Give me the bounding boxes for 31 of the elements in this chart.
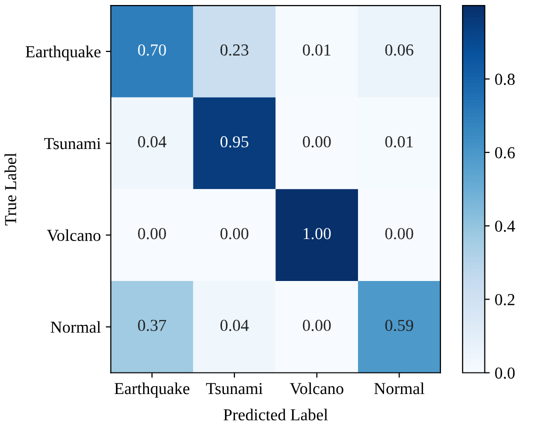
data-label: 0.06 (385, 44, 414, 56)
x-axis-title: Predicted Label (224, 408, 328, 420)
data-label: 0.00 (302, 320, 331, 332)
data-label: 0.00 (302, 136, 331, 148)
color-bar-label: 0.0 (495, 367, 515, 379)
data-label: 0.70 (138, 44, 166, 56)
y-tick-label: Earthquake (26, 46, 100, 61)
data-label: 0.59 (385, 320, 414, 332)
color-bar-label: 0.2 (495, 294, 514, 306)
data-label: 0.95 (220, 136, 248, 148)
y-tick-label: Volcano (46, 229, 100, 242)
y-tick-label: Tsunami (44, 138, 101, 150)
x-tick-label: Tsunami (206, 383, 263, 394)
color-bar-label: 0.6 (495, 147, 515, 158)
data-label: 0.01 (385, 136, 413, 148)
x-tick-label: Earthquake (114, 382, 190, 398)
data-label: 0.00 (220, 228, 248, 240)
data-label: 0.00 (138, 228, 166, 240)
x-tick-label: Volcano (290, 382, 344, 394)
data-label: 0.04 (138, 136, 166, 148)
y-tick-label: Normal (50, 321, 101, 333)
data-label: 1.00 (304, 228, 331, 240)
color-bar-label: 0.8 (495, 74, 515, 85)
data-label: 0.01 (302, 44, 330, 56)
data-label: 0.37 (138, 320, 166, 332)
data-label: 0.23 (220, 44, 248, 56)
x-tick-label: Normal (374, 382, 424, 394)
color-bar-label: 0.4 (495, 220, 516, 232)
data-label: 0.04 (220, 320, 249, 332)
data-label: 0.00 (385, 228, 414, 240)
y-axis-title: True Label (4, 152, 16, 226)
